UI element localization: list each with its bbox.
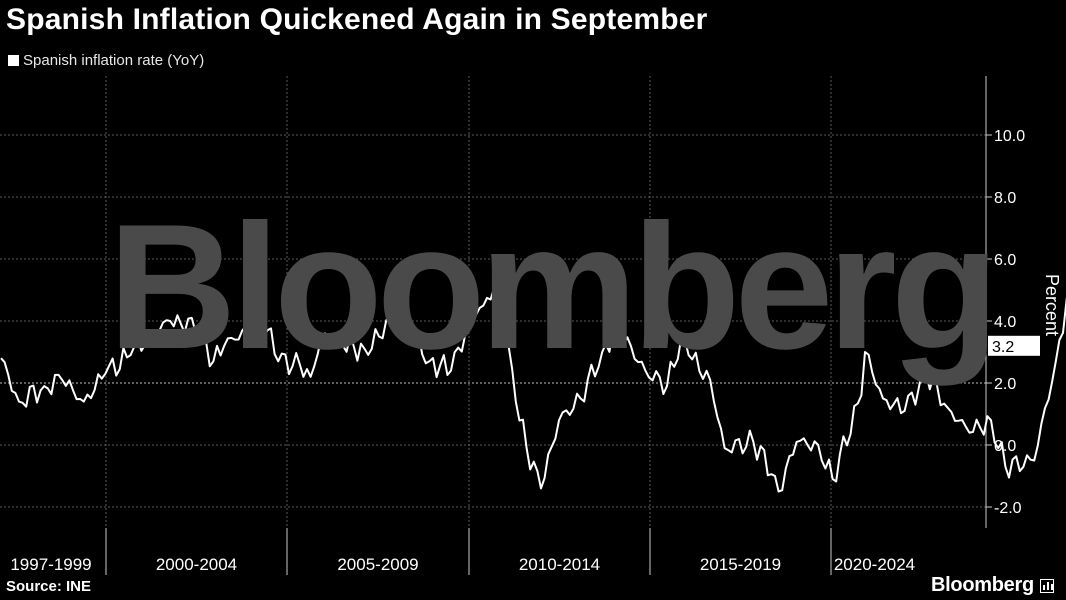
- legend: Spanish inflation rate (YoY): [8, 52, 204, 69]
- y-axis-title: Percent: [1042, 274, 1062, 336]
- brand-name: Bloomberg: [931, 574, 1034, 596]
- legend-label: Spanish inflation rate (YoY): [23, 52, 205, 69]
- x-band-label: 2010-2014: [519, 555, 600, 574]
- x-band-label: 2005-2009: [337, 555, 418, 574]
- x-band-label: 2015-2019: [700, 555, 781, 574]
- legend-swatch: [8, 55, 19, 66]
- y-tick-label: 10.0: [994, 128, 1025, 145]
- y-tick-label: 2.0: [994, 376, 1016, 393]
- y-tick-label: -2.0: [994, 500, 1022, 517]
- y-tick-label: 4.0: [994, 314, 1016, 331]
- x-band-label: 2000-2004: [156, 555, 237, 574]
- last-value-label: 3.2: [992, 339, 1014, 356]
- y-tick-label: 8.0: [994, 190, 1016, 207]
- chart-title: Spanish Inflation Quickened Again in Sep…: [6, 3, 708, 36]
- bar-chart-icon: [1039, 578, 1054, 593]
- last-value-box: [988, 335, 1040, 356]
- bloomberg-logo: Bloomberg: [931, 574, 1054, 597]
- x-band-label: 2020-2024: [834, 555, 915, 574]
- series-line-spain-inflation: [0, 279, 1066, 493]
- y-tick-label: 0.0: [994, 438, 1016, 455]
- source-note: Source: INE: [6, 578, 92, 595]
- bloomberg-watermark: Bloomberg: [108, 187, 999, 386]
- y-tick-label: 6.0: [994, 252, 1016, 269]
- x-band-label: 1997-1999: [10, 555, 91, 574]
